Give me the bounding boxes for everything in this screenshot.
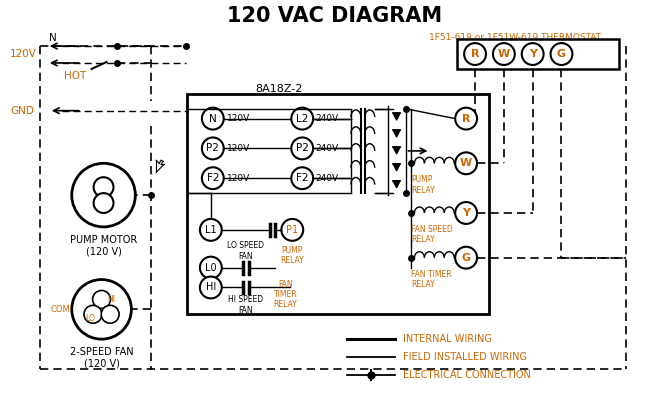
Text: G: G — [557, 49, 566, 59]
Text: 120V: 120V — [10, 49, 37, 59]
Circle shape — [493, 43, 515, 65]
Circle shape — [522, 43, 543, 65]
Text: FIELD INSTALLED WIRING: FIELD INSTALLED WIRING — [403, 352, 527, 362]
Circle shape — [464, 43, 486, 65]
Circle shape — [94, 193, 113, 213]
Circle shape — [101, 305, 119, 323]
Circle shape — [84, 305, 102, 323]
Text: 8A18Z-2: 8A18Z-2 — [255, 84, 303, 94]
Circle shape — [72, 163, 135, 227]
Polygon shape — [393, 130, 400, 137]
Circle shape — [200, 277, 222, 298]
Text: 240V: 240V — [315, 174, 338, 183]
Text: PUMP MOTOR
(120 V): PUMP MOTOR (120 V) — [70, 235, 137, 256]
Text: N: N — [49, 33, 57, 43]
Text: Y: Y — [462, 208, 470, 218]
Circle shape — [291, 108, 313, 129]
Circle shape — [281, 219, 304, 241]
Text: GND: GND — [10, 106, 34, 116]
Text: W: W — [460, 158, 472, 168]
Text: P2: P2 — [295, 143, 309, 153]
Circle shape — [200, 257, 222, 279]
Circle shape — [72, 279, 131, 339]
Text: 120V: 120V — [226, 114, 250, 123]
Text: FAN SPEED
RELAY: FAN SPEED RELAY — [411, 225, 453, 244]
Text: N: N — [209, 114, 216, 124]
Polygon shape — [393, 181, 400, 188]
Circle shape — [291, 167, 313, 189]
Text: FAN TIMER
RELAY: FAN TIMER RELAY — [411, 269, 452, 289]
Circle shape — [94, 177, 113, 197]
Text: LO: LO — [86, 314, 96, 323]
Text: 240V: 240V — [315, 144, 338, 153]
Text: L1: L1 — [205, 225, 216, 235]
Text: HI: HI — [206, 282, 216, 292]
Text: 120V: 120V — [226, 144, 250, 153]
Text: 1F51-619 or 1F51W-619 THERMOSTAT: 1F51-619 or 1F51W-619 THERMOSTAT — [429, 33, 602, 42]
Bar — [187, 94, 489, 314]
Text: FAN
TIMER
RELAY: FAN TIMER RELAY — [273, 279, 297, 309]
Circle shape — [200, 219, 222, 241]
Text: R: R — [462, 114, 470, 124]
Text: Y: Y — [529, 49, 537, 59]
Circle shape — [455, 247, 477, 269]
Text: 2-SPEED FAN
(120 V): 2-SPEED FAN (120 V) — [70, 347, 133, 369]
Text: LO SPEED
FAN: LO SPEED FAN — [227, 241, 264, 261]
Polygon shape — [393, 164, 400, 171]
Text: HI SPEED
FAN: HI SPEED FAN — [228, 295, 263, 315]
Bar — [457, 39, 619, 69]
Circle shape — [202, 108, 224, 129]
Text: 120 VAC DIAGRAM: 120 VAC DIAGRAM — [227, 6, 443, 26]
Text: PUMP
RELAY: PUMP RELAY — [411, 175, 436, 195]
Circle shape — [455, 108, 477, 129]
Text: W: W — [498, 49, 510, 59]
Text: HI: HI — [107, 295, 115, 304]
Circle shape — [455, 202, 477, 224]
Text: 120V: 120V — [226, 174, 250, 183]
Text: L0: L0 — [205, 263, 216, 273]
Text: F2: F2 — [296, 173, 308, 183]
Text: P2: P2 — [206, 143, 219, 153]
Text: G: G — [462, 253, 471, 263]
Circle shape — [202, 137, 224, 159]
Circle shape — [202, 167, 224, 189]
Text: HOT: HOT — [64, 71, 86, 81]
Circle shape — [92, 290, 111, 308]
Text: P1: P1 — [286, 225, 298, 235]
Text: 240V: 240V — [315, 114, 338, 123]
Text: ELECTRICAL CONNECTION: ELECTRICAL CONNECTION — [403, 370, 531, 380]
Text: COM: COM — [50, 305, 70, 314]
Text: R: R — [471, 49, 479, 59]
Text: L2: L2 — [296, 114, 308, 124]
Polygon shape — [393, 113, 400, 120]
Polygon shape — [393, 147, 400, 154]
Circle shape — [551, 43, 572, 65]
Text: PUMP
RELAY: PUMP RELAY — [281, 246, 304, 265]
Circle shape — [291, 137, 313, 159]
Text: F2: F2 — [206, 173, 219, 183]
Text: INTERNAL WIRING: INTERNAL WIRING — [403, 334, 491, 344]
Circle shape — [455, 153, 477, 174]
